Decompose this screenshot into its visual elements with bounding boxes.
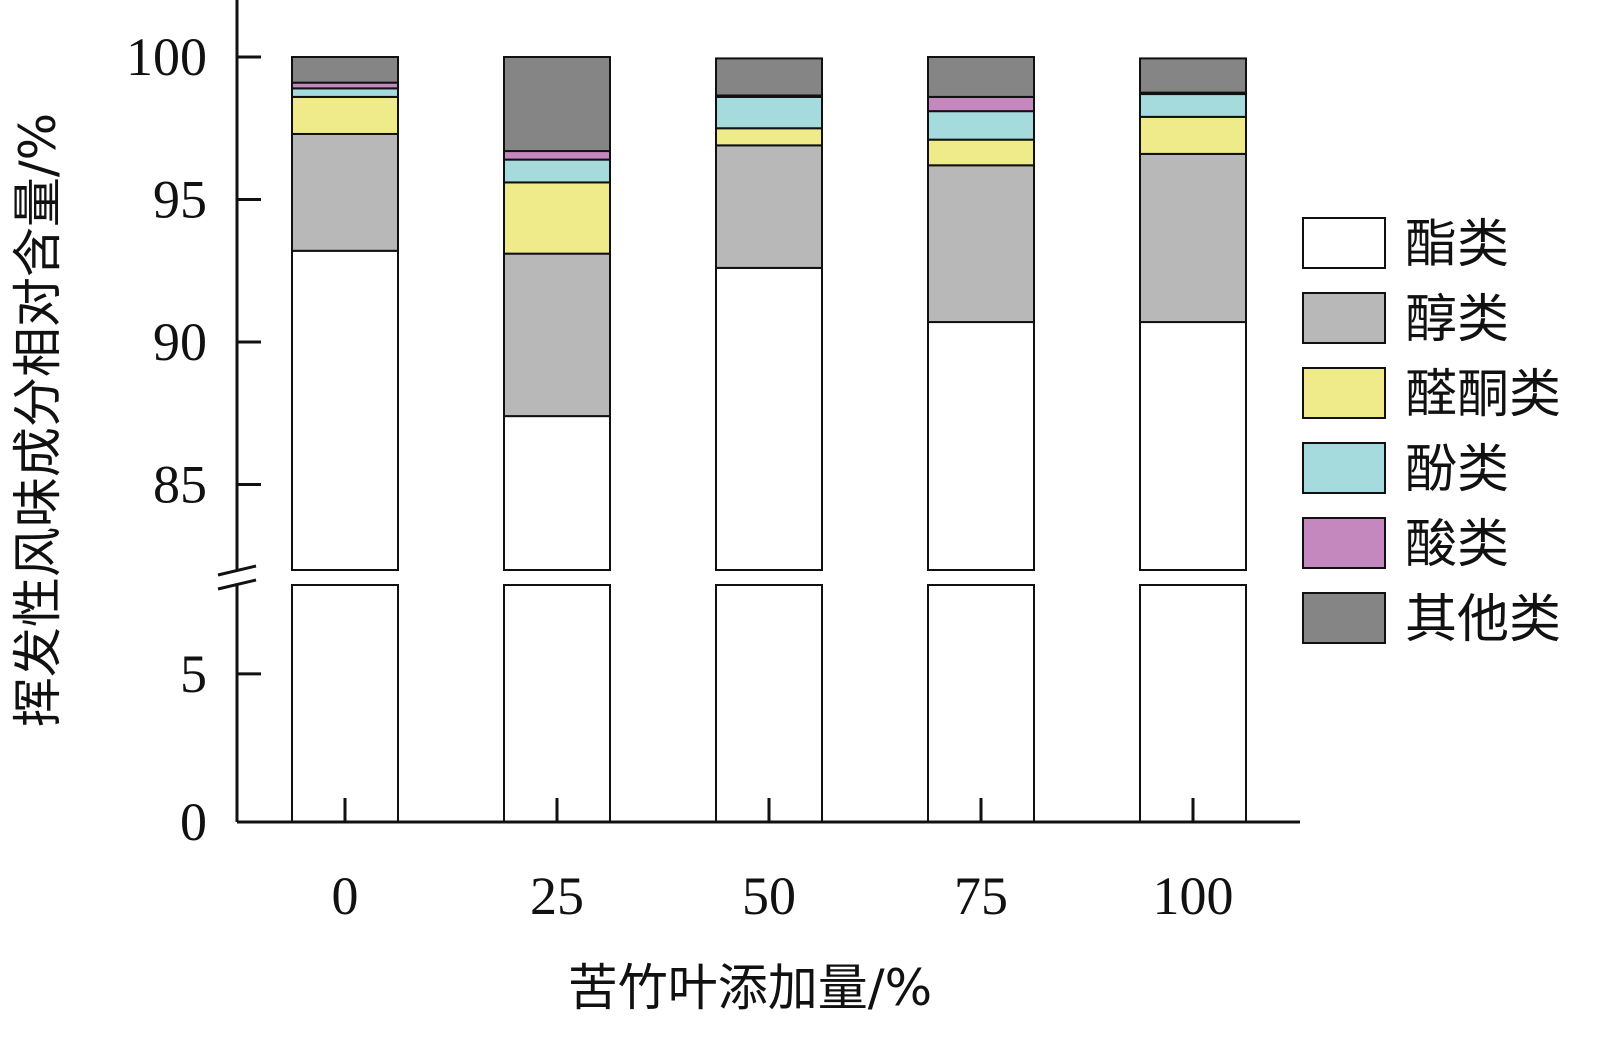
bar-stack-25 [503, 56, 611, 823]
bar-segment [1139, 115, 1247, 155]
legend-swatch [1302, 442, 1386, 494]
y-tick-label: 90 [153, 312, 207, 372]
bar-segment [291, 249, 399, 572]
legend-item: 酚类 [1302, 440, 1509, 500]
bar-segment [291, 132, 399, 252]
bar-segment [1139, 93, 1247, 118]
x-tick-label: 0 [332, 866, 359, 926]
bar-segment [927, 164, 1035, 324]
legend-item: 其他类 [1302, 590, 1561, 650]
legend-swatch [1302, 592, 1386, 644]
bar-segment [1139, 57, 1247, 94]
bar-segment-lower [291, 584, 399, 823]
bar-segment [927, 95, 1035, 113]
bar-segment [927, 138, 1035, 167]
y-axis-title: 挥发性风味成分相对含量/% [9, 113, 67, 727]
bar-stack-0 [291, 56, 399, 823]
bar-segment-lower [1139, 584, 1247, 823]
bar-segment [927, 321, 1035, 571]
bar-segment [715, 57, 823, 97]
legend-swatch [1302, 292, 1386, 344]
legend-label: 酯类 [1405, 215, 1509, 275]
legend-item: 酸类 [1302, 515, 1509, 575]
bar-stack-100 [1139, 57, 1247, 823]
x-tick-label: 25 [530, 866, 584, 926]
bars-layer [291, 56, 1247, 823]
bar-segment [503, 252, 611, 418]
legend-label: 酚类 [1405, 440, 1509, 500]
bar-segment-lower [927, 584, 1035, 823]
bar-segment [291, 87, 399, 98]
legend-item: 醇类 [1302, 290, 1509, 350]
bar-segment [503, 150, 611, 161]
bar-segment [715, 127, 823, 147]
legend-label: 醇类 [1405, 290, 1509, 350]
bar-segment [715, 144, 823, 269]
bar-segment [1139, 321, 1247, 571]
legend-swatch [1302, 217, 1386, 269]
y-tick-label: 5 [180, 644, 207, 704]
bar-segment-lower [503, 584, 611, 823]
bar-stack-50 [715, 57, 823, 823]
bar-segment [291, 95, 399, 135]
x-tick-label: 50 [742, 866, 796, 926]
legend-label: 其他类 [1405, 590, 1561, 650]
bar-segment [927, 110, 1035, 141]
bar-segment [503, 415, 611, 571]
bar-segment-lower [715, 584, 823, 823]
bar-segment [503, 158, 611, 184]
y-tick-label: 95 [153, 170, 207, 230]
bar-segment [715, 266, 823, 571]
bar-segment [715, 95, 823, 130]
bar-stack-75 [927, 56, 1035, 823]
bar-segment [927, 56, 1035, 98]
x-tick-label: 75 [954, 866, 1008, 926]
y-tick-label: 100 [126, 27, 207, 87]
bar-segment [503, 56, 611, 153]
x-tick-label: 100 [1153, 866, 1234, 926]
y-tick-label: 85 [153, 455, 207, 515]
legend-label: 酸类 [1405, 515, 1509, 575]
y-tick-label: 0 [180, 792, 207, 852]
axis-break-mark [217, 578, 257, 591]
legend-swatch [1302, 367, 1386, 419]
axes-layer [217, 0, 1300, 824]
axis-break-mark [217, 564, 257, 577]
x-axis-title: 苦竹叶添加量/% [568, 959, 932, 1017]
tick-labels-layer: 0 25 50 75 100 0 5 85 90 95 100 [126, 27, 1234, 926]
legend-item: 酯类 [1302, 215, 1509, 275]
legend-label: 醛酮类 [1405, 365, 1561, 425]
bar-segment [1139, 152, 1247, 324]
legend-item: 醛酮类 [1302, 365, 1561, 425]
bar-segment [291, 56, 399, 84]
legend-swatch [1302, 517, 1386, 569]
bar-segment [503, 181, 611, 255]
